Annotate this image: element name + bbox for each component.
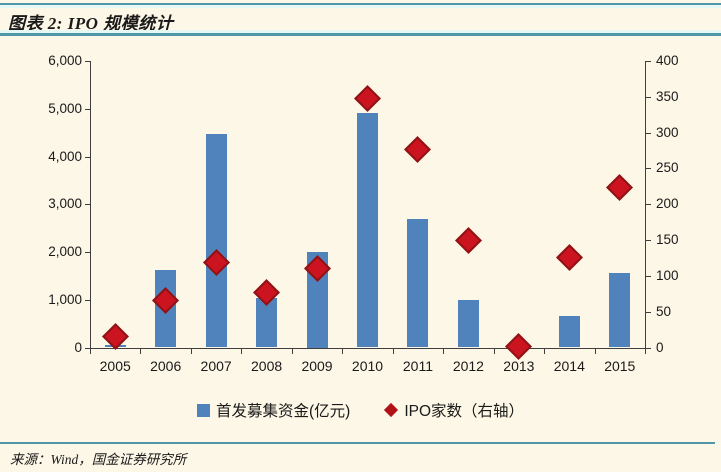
right-axis-tick-label: 350 xyxy=(656,88,679,104)
chart-legend: 首发募集资金(亿元) IPO家数（右轴） xyxy=(0,399,721,421)
right-axis-tick xyxy=(646,96,651,98)
fundraising-bar xyxy=(357,113,378,348)
left-axis-tick-label: 5,000 xyxy=(48,100,82,116)
x-axis-tick xyxy=(594,348,596,354)
right-axis-tick xyxy=(646,132,651,134)
title-rule xyxy=(0,33,721,36)
fundraising-bar xyxy=(457,300,479,348)
left-axis-tick-label: 0 xyxy=(74,339,82,355)
right-axis-tick xyxy=(646,204,651,206)
x-axis-tick xyxy=(645,348,646,354)
right-axis-tick-label: 300 xyxy=(656,124,679,140)
left-axis-tick xyxy=(85,347,90,349)
x-axis-label: 2011 xyxy=(402,357,433,374)
x-axis-tick xyxy=(190,348,192,354)
left-axis-tick xyxy=(85,204,90,206)
x-axis-tick xyxy=(342,348,344,354)
bar-series-swatch-icon xyxy=(196,403,210,417)
x-axis-label: 2006 xyxy=(150,357,182,374)
x-axis-label: 2015 xyxy=(604,357,636,374)
legend-item-bar-series: 首发募集资金(亿元) xyxy=(196,399,351,421)
left-axis-tick xyxy=(85,108,90,110)
right-axis-tick xyxy=(646,168,651,170)
right-axis-tick xyxy=(646,311,651,313)
fundraising-bar xyxy=(407,218,429,348)
title-rule-glow xyxy=(0,30,721,33)
top-rule xyxy=(0,3,721,5)
x-axis-tick xyxy=(443,348,445,354)
diamond-marker-icon xyxy=(384,402,399,418)
left-axis-tick xyxy=(85,156,90,158)
left-axis-tick-label: 2,000 xyxy=(48,244,82,259)
left-axis-tick-label: 1,000 xyxy=(48,291,82,307)
left-axis-tick-label: 3,000 xyxy=(48,196,82,212)
x-axis-tick xyxy=(493,348,495,354)
x-axis-tick xyxy=(291,348,293,354)
x-axis-label: 2014 xyxy=(553,357,585,374)
left-axis-tick xyxy=(85,252,90,253)
x-axis-label: 2013 xyxy=(503,357,535,374)
x-axis-label: 2007 xyxy=(200,357,232,374)
right-axis-tick-label: 100 xyxy=(656,267,679,283)
x-axis-label: 2012 xyxy=(452,357,484,374)
x-axis-tick xyxy=(392,348,394,354)
x-axis-tick xyxy=(90,348,91,354)
right-axis-tick-label: 0 xyxy=(656,339,664,355)
fundraising-bar xyxy=(205,134,227,348)
figure-title: 图表 2: IPO 规模统计 xyxy=(8,14,174,33)
right-axis-tick xyxy=(646,275,651,277)
ipo-count-diamond xyxy=(606,174,634,202)
x-axis-label: 2008 xyxy=(251,357,283,374)
left-axis-tick xyxy=(85,61,90,62)
x-axis-tick xyxy=(241,348,243,354)
ipo-count-diamond xyxy=(404,135,432,163)
right-axis-tick-label: 50 xyxy=(656,303,672,319)
right-axis-tick xyxy=(646,61,651,62)
x-axis-tick xyxy=(544,348,546,354)
ipo-count-diamond xyxy=(454,226,482,254)
footer-rule xyxy=(0,442,715,444)
right-axis-tick-label: 250 xyxy=(656,160,679,176)
bar-series-label: 首发募集资金(亿元) xyxy=(215,403,351,420)
bottom-axis-line xyxy=(90,347,646,349)
left-axis-tick-label: 6,000 xyxy=(48,53,82,68)
x-axis-label: 2009 xyxy=(301,357,333,374)
left-axis-tick xyxy=(85,299,90,301)
ipo-count-diamond xyxy=(555,244,583,272)
left-axis-tick-label: 4,000 xyxy=(48,148,82,164)
left-axis-line xyxy=(90,61,91,348)
scatter-series-label: IPO家数（右轴） xyxy=(404,403,525,420)
right-axis-tick-label: 200 xyxy=(656,196,679,212)
right-axis-line xyxy=(645,61,646,348)
fundraising-bar xyxy=(256,297,278,348)
x-axis-label: 2010 xyxy=(351,357,384,374)
right-axis-tick-label: 150 xyxy=(656,232,679,248)
right-axis-tick xyxy=(646,240,651,242)
right-axis-tick xyxy=(646,347,651,349)
x-axis-label: 2005 xyxy=(99,357,131,374)
top-rule-glow xyxy=(0,5,721,8)
right-axis-tick-label: 400 xyxy=(656,53,679,68)
fundraising-bar xyxy=(558,316,580,348)
source-note: 来源：Wind，国金证券研究所 xyxy=(10,452,187,467)
ipo-count-diamond xyxy=(354,85,381,113)
fundraising-bar xyxy=(609,273,631,348)
ipo-count-diamond xyxy=(505,332,533,360)
legend-item-scatter-series: IPO家数（右轴） xyxy=(384,399,524,421)
x-axis-tick xyxy=(140,348,142,354)
